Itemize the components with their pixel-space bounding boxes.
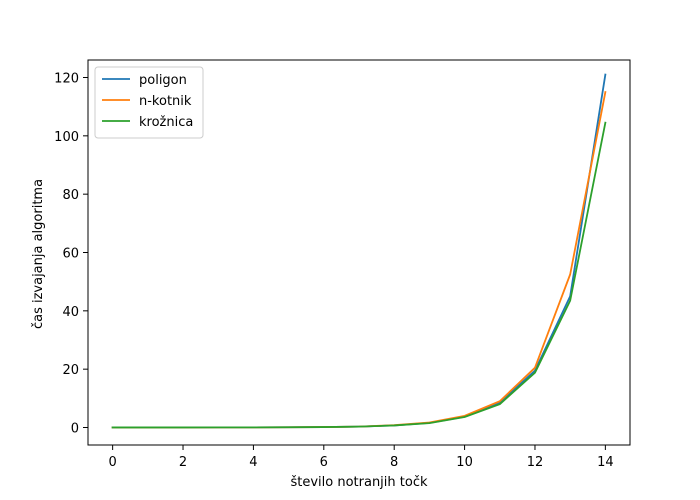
x-tick-label-5: 10 <box>456 455 473 470</box>
x-tick-label-6: 12 <box>527 455 544 470</box>
y-tick-label-5: 100 <box>54 130 79 145</box>
x-tick-label-4: 8 <box>390 455 398 470</box>
plot-area <box>111 73 607 429</box>
legend: poligon n-kotnik krožnica <box>94 66 204 139</box>
y-tick-label-2: 40 <box>62 305 79 320</box>
series-line-1 <box>111 91 607 429</box>
y-tick-label-1: 20 <box>62 363 79 378</box>
y-tick-label-4: 80 <box>62 188 79 203</box>
legend-label-1: n-kotnik <box>139 94 192 109</box>
y-axis-label: čas izvajanja algoritma <box>31 179 46 329</box>
axes: 0 2 4 6 8 10 12 14 0 20 40 60 80 100 120 <box>54 59 631 470</box>
x-tick-label-7: 14 <box>597 455 614 470</box>
legend-label-2: krožnica <box>139 115 193 130</box>
y-tick-label-6: 120 <box>54 72 79 87</box>
x-axis-label: število notranjih točk <box>290 475 428 490</box>
y-tick-label-0: 0 <box>71 422 79 437</box>
x-tick-label-3: 6 <box>320 455 328 470</box>
x-tick-label-1: 2 <box>179 455 187 470</box>
x-tick-label-2: 4 <box>249 455 257 470</box>
series-line-2 <box>111 121 607 429</box>
x-tick-label-0: 0 <box>108 455 116 470</box>
legend-label-0: poligon <box>139 73 187 88</box>
y-tick-label-3: 60 <box>62 247 79 262</box>
